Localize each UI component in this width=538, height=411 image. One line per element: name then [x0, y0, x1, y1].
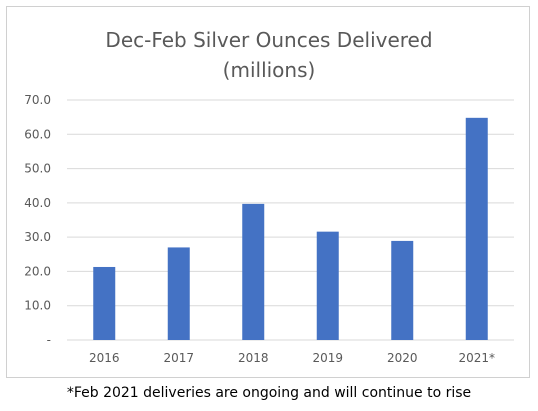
bar — [242, 203, 265, 340]
bar-chart-plot: - 10.0 20.0 30.0 40.0 50.0 60.0 70.0 2016 2017 201… — [24, 93, 514, 365]
y-tick-label: - — [47, 333, 51, 347]
x-tick-label: 2021* — [458, 351, 495, 365]
y-tick-label: 70.0 — [24, 93, 51, 107]
chart-footnote: *Feb 2021 deliveries are ongoing and wil… — [66, 385, 472, 401]
y-tick-label: 20.0 — [24, 264, 51, 278]
chart-title: Dec-Feb Silver Ounces Delivered (million… — [7, 25, 531, 85]
bar — [93, 266, 116, 340]
x-tick-label: 2018 — [238, 351, 269, 365]
y-tick-label: 40.0 — [24, 196, 51, 210]
bar — [167, 247, 190, 340]
x-tick-label: 2016 — [89, 351, 120, 365]
y-tick-label: 30.0 — [24, 230, 51, 244]
bar — [465, 117, 488, 340]
x-tick-label: 2017 — [163, 351, 194, 365]
x-tick-label: 2020 — [387, 351, 418, 365]
chart-frame: Dec-Feb Silver Ounces Delivered (million… — [6, 6, 530, 378]
y-tick-label: 10.0 — [24, 299, 51, 313]
x-tick-label: 2019 — [312, 351, 343, 365]
chart-title-line-2: (millions) — [222, 58, 316, 82]
bar — [391, 240, 414, 340]
bar — [316, 231, 339, 340]
chart-title-line-1: Dec-Feb Silver Ounces Delivered — [105, 28, 433, 52]
y-tick-label: 50.0 — [24, 162, 51, 176]
y-tick-label: 60.0 — [24, 127, 51, 141]
